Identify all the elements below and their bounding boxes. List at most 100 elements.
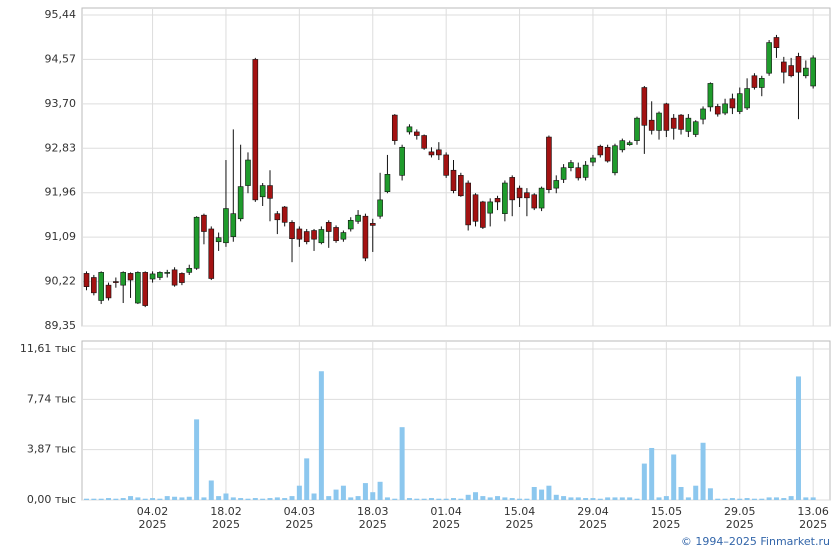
candle-body	[678, 114, 684, 130]
x-tick-label: 13.06 2025	[797, 505, 829, 531]
candle-body	[634, 117, 640, 141]
x-tick-label: 29.05 2025	[724, 505, 756, 531]
candle-body	[553, 180, 560, 189]
y-tick-label: 11,61 тыс	[20, 342, 76, 355]
candle-body	[465, 182, 471, 226]
candle-body	[568, 162, 574, 168]
volume-bar	[120, 498, 126, 500]
candle-body	[487, 201, 494, 214]
candle-body	[707, 83, 714, 108]
candle-body	[120, 272, 126, 286]
volume-bar	[465, 494, 471, 500]
x-tick-label: 18.02 2025	[210, 505, 242, 531]
candle-body	[795, 56, 802, 73]
volume-bar	[546, 485, 552, 500]
candle-body	[560, 167, 567, 180]
x-tick-label: 04.03 2025	[283, 505, 316, 531]
candle-body	[267, 185, 273, 199]
candle-body	[186, 267, 193, 273]
candle-body	[758, 78, 765, 88]
y-tick-label: 95,44	[45, 8, 77, 21]
candle-body	[311, 230, 317, 240]
candle-body	[399, 146, 405, 176]
candle-body	[347, 219, 354, 230]
volume-bar	[326, 496, 332, 500]
volume-bar	[744, 498, 750, 500]
candle-body	[458, 175, 464, 197]
volume-bar	[296, 485, 302, 500]
volume-bar	[428, 498, 434, 500]
candle-body	[692, 121, 699, 135]
volume-bar	[289, 496, 295, 500]
candle-body	[810, 57, 816, 87]
candle-body	[318, 229, 325, 244]
candle-body	[303, 231, 310, 243]
candle-body	[766, 42, 772, 74]
candle-body	[98, 272, 104, 301]
copyright: © 1994–2025 Finmarket.ru	[680, 535, 830, 548]
candle-body	[142, 272, 149, 306]
candle-body	[604, 146, 611, 162]
candle-body	[729, 98, 736, 109]
candle-body	[582, 164, 589, 178]
volume-bar	[252, 498, 258, 500]
candle-body	[274, 213, 281, 221]
volume-bar	[663, 496, 669, 500]
candle-body	[803, 67, 809, 77]
volume-bar	[480, 496, 486, 500]
candle-body	[531, 194, 538, 209]
candle-body	[289, 222, 295, 239]
volume-bar	[575, 497, 581, 500]
volume-bar	[788, 496, 794, 500]
volume-bar	[201, 497, 207, 500]
volume-bar	[803, 497, 809, 500]
candle-body	[215, 237, 222, 243]
candle-body	[524, 192, 530, 199]
volume-bar	[216, 496, 222, 500]
volume-bar	[392, 498, 398, 500]
x-tick-label: 29.04 2025	[577, 505, 609, 531]
volume-bar	[304, 458, 310, 500]
volume-bar	[502, 497, 508, 500]
volume-bar	[370, 492, 376, 500]
y-tick-label: 89,35	[45, 319, 77, 332]
candle-body	[538, 187, 545, 209]
volume-bar	[451, 498, 456, 500]
candle-body	[502, 182, 508, 214]
volume-bar	[795, 376, 801, 500]
volume-bar	[98, 498, 104, 500]
volume-bar	[128, 496, 134, 500]
candle-body	[193, 216, 200, 269]
volume-bar	[619, 497, 625, 500]
volume-bar	[318, 371, 324, 500]
volume-bar	[693, 485, 699, 500]
volume-bar	[91, 498, 97, 500]
volume-bar	[524, 498, 530, 500]
volume-bar	[509, 498, 515, 500]
candle-body	[641, 87, 648, 126]
candle-body	[670, 117, 677, 129]
volume-bar	[194, 419, 200, 500]
volume-bar	[487, 497, 493, 500]
candle-body	[590, 157, 596, 163]
volume-bar	[186, 496, 192, 500]
candle-body	[406, 126, 413, 133]
volume-bar	[553, 494, 559, 500]
candle-body	[509, 177, 516, 201]
volume-bar	[245, 498, 251, 500]
candle-body	[259, 185, 266, 198]
candle-body	[237, 186, 244, 220]
volume-bar	[362, 483, 368, 500]
volume-bar	[751, 498, 757, 500]
volume-bar	[113, 498, 119, 500]
volume-bar	[282, 498, 288, 500]
volume-bar	[414, 498, 420, 500]
volume-bar	[583, 498, 589, 500]
candle-body	[208, 228, 215, 279]
x-tick-label: 01.04 2025	[430, 505, 462, 531]
candle-body	[325, 222, 332, 232]
y-tick-label: 93,70	[45, 97, 77, 110]
volume-bar	[590, 498, 596, 500]
y-tick-label: 3,87 тыс	[27, 443, 76, 456]
